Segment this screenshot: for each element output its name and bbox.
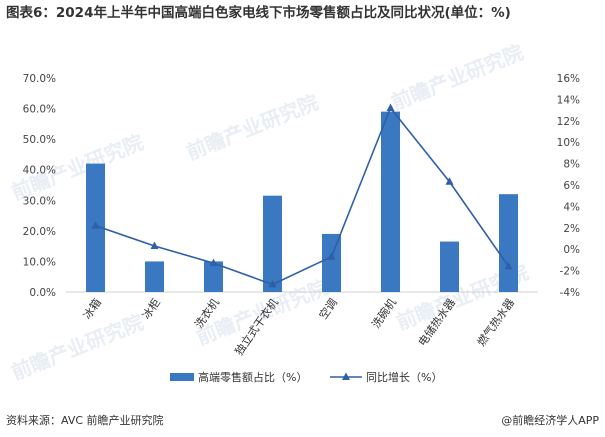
line-point: [445, 177, 454, 185]
growth-polyline: [95, 106, 510, 286]
bar: [381, 111, 400, 292]
watermark-text: 前瞻产业研究院: [388, 40, 527, 115]
category-label: 冰箱: [80, 296, 104, 322]
line-point: [91, 221, 100, 229]
watermark-text: 前瞻产业研究院: [8, 310, 147, 385]
bar: [263, 195, 282, 292]
line-point: [150, 241, 159, 249]
right-tick-label: 4%: [563, 201, 580, 213]
watermark-text: 前瞻产业研究院: [183, 90, 322, 165]
right-tick-label: 8%: [563, 159, 580, 171]
legend-bar-label: 高端零售额占比（%）: [198, 370, 307, 384]
source-note: 资料来源：AVC 前瞻产业研究院: [6, 414, 164, 427]
left-tick-label: 20.0%: [23, 226, 56, 238]
line-point: [386, 103, 395, 111]
right-tick-label: -2%: [560, 266, 580, 278]
right-tick-label: 0%: [563, 244, 580, 256]
right-tick-label: -4%: [560, 287, 580, 299]
line-point: [268, 280, 277, 288]
right-tick-label: 2%: [563, 223, 580, 235]
left-tick-label: 60.0%: [23, 104, 56, 116]
chart-title: 图表6：2024年上半年中国高端白色家电线下市场零售额占比及同比状况(单位：%): [6, 5, 511, 21]
right-axis: -4% -2% 0% 2% 4% 6% 8% 10% 12% 14% 16%: [557, 73, 580, 299]
line-point: [209, 258, 218, 267]
left-tick-label: 0.0%: [29, 287, 56, 299]
legend-line-label: 同比增长（%）: [366, 370, 442, 384]
right-tick-label: 16%: [557, 73, 580, 85]
bar: [499, 194, 518, 292]
right-tick-label: 12%: [557, 116, 580, 128]
bar: [204, 261, 223, 292]
legend-line-marker: [342, 372, 350, 380]
left-tick-label: 70.0%: [23, 73, 56, 85]
bars: [86, 111, 518, 292]
left-tick-label: 30.0%: [23, 195, 56, 207]
right-tick-label: 14%: [557, 94, 580, 106]
bar: [322, 233, 341, 292]
line-point: [504, 261, 513, 270]
line-point: [327, 252, 336, 260]
legend-bar-swatch: [170, 373, 194, 381]
category-label: 冰柜: [140, 296, 163, 321]
brand-credit: @前瞻经济学人APP: [501, 414, 599, 427]
bar: [440, 241, 459, 292]
bar: [145, 261, 164, 292]
left-tick-label: 10.0%: [23, 256, 56, 268]
legend: 高端零售额占比（%） 同比增长（%）: [170, 370, 442, 384]
left-tick-label: 40.0%: [23, 165, 56, 177]
right-tick-label: 10%: [557, 137, 580, 149]
category-label: 燃气热水器: [474, 296, 517, 349]
left-tick-label: 50.0%: [23, 134, 56, 146]
right-tick-label: 6%: [563, 180, 580, 192]
growth-line: [91, 103, 513, 288]
left-axis: 0.0% 10.0% 20.0% 30.0% 40.0% 50.0% 60.0% 70.0%: [23, 73, 56, 299]
